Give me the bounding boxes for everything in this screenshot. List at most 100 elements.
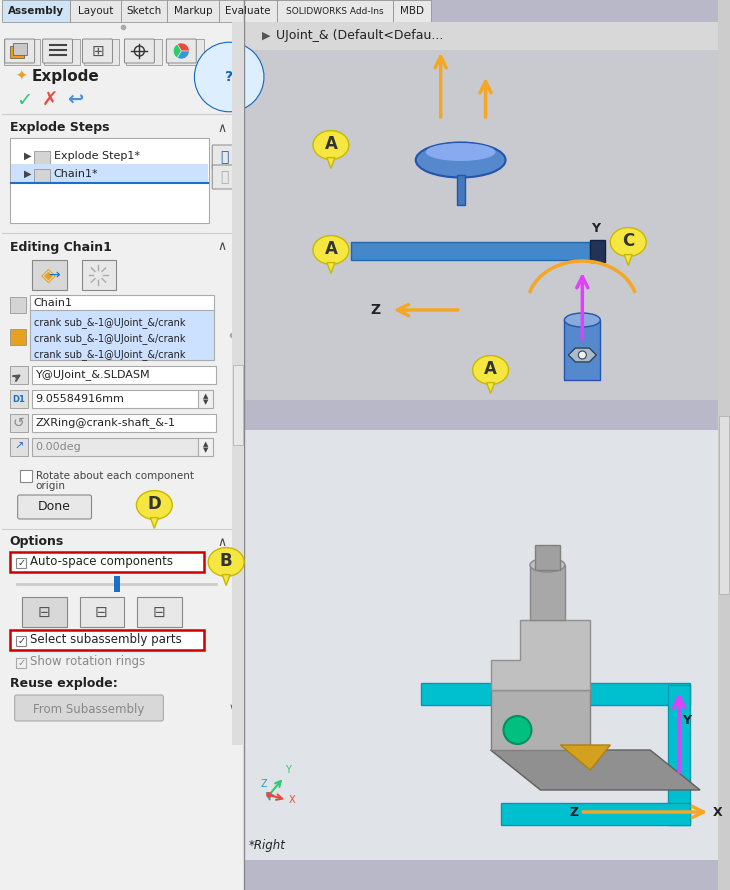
Text: ⏱: ⏱: [220, 170, 228, 184]
FancyBboxPatch shape: [124, 39, 154, 63]
Text: Chain1: Chain1: [34, 298, 73, 308]
Text: ✦: ✦: [15, 70, 27, 84]
Text: C: C: [622, 232, 634, 250]
Polygon shape: [150, 518, 158, 529]
Text: ⊞: ⊞: [91, 44, 104, 59]
Text: Markup: Markup: [174, 6, 212, 16]
Text: Options: Options: [9, 536, 64, 548]
Bar: [564, 320, 600, 380]
Text: Show rotation rings: Show rotation rings: [30, 656, 145, 668]
Text: ▼: ▼: [202, 447, 208, 453]
Ellipse shape: [313, 236, 349, 264]
Bar: [15, 658, 26, 668]
Text: Rotate about each component: Rotate about each component: [36, 471, 193, 481]
Bar: [536, 545, 561, 570]
Text: SOLIDWORKS Add-Ins: SOLIDWORKS Add-Ins: [286, 6, 384, 15]
Bar: [4, 39, 39, 65]
Text: ✓: ✓: [15, 91, 32, 109]
Text: Z: Z: [371, 303, 381, 317]
Text: ✓: ✓: [18, 658, 26, 668]
Text: A: A: [325, 135, 337, 153]
Text: B: B: [220, 552, 232, 570]
Text: MBD: MBD: [400, 6, 423, 16]
Text: Done: Done: [38, 500, 71, 514]
Polygon shape: [327, 158, 335, 168]
Text: ∧: ∧: [218, 536, 227, 548]
Bar: [15, 636, 26, 646]
Bar: [9, 366, 28, 384]
Text: Assembly: Assembly: [7, 6, 64, 16]
Bar: [9, 138, 210, 223]
Text: →: →: [47, 268, 59, 282]
Text: D1: D1: [12, 394, 25, 403]
Bar: [31, 390, 199, 408]
Bar: [83, 39, 120, 65]
Text: ↩: ↩: [66, 91, 83, 109]
Polygon shape: [327, 263, 335, 273]
Text: ⊟: ⊟: [153, 604, 166, 619]
Polygon shape: [487, 383, 494, 393]
FancyBboxPatch shape: [212, 165, 237, 189]
Text: A: A: [484, 360, 497, 378]
FancyBboxPatch shape: [166, 39, 196, 63]
Polygon shape: [491, 620, 591, 690]
Text: Explode: Explode: [31, 69, 99, 85]
Text: From Subassembly: From Subassembly: [33, 702, 145, 716]
Bar: [30, 295, 214, 313]
Bar: [501, 803, 690, 825]
Bar: [167, 0, 219, 22]
Text: ▶: ▶: [262, 31, 271, 41]
Bar: [244, 22, 730, 50]
Bar: [9, 552, 204, 572]
Bar: [82, 260, 117, 290]
Bar: [668, 685, 690, 825]
Text: Chain1*: Chain1*: [53, 169, 99, 179]
Text: crank sub_&-1@UJoint_&/crank: crank sub_&-1@UJoint_&/crank: [34, 350, 185, 360]
Text: Sketch: Sketch: [127, 6, 162, 16]
Bar: [31, 414, 216, 432]
Ellipse shape: [610, 228, 646, 256]
Text: D: D: [147, 495, 161, 513]
Text: ✓: ✓: [18, 636, 26, 646]
Ellipse shape: [313, 131, 349, 159]
Text: ∨: ∨: [228, 703, 237, 713]
Bar: [9, 390, 28, 408]
Bar: [30, 310, 214, 360]
Text: Y@UJoint_&.SLDASM: Y@UJoint_&.SLDASM: [36, 369, 150, 380]
Bar: [1, 0, 69, 22]
Text: ∧: ∧: [218, 122, 227, 134]
Text: ◈: ◈: [41, 265, 56, 285]
Ellipse shape: [530, 558, 565, 572]
Bar: [44, 39, 80, 65]
Text: A: A: [325, 240, 337, 258]
Bar: [80, 597, 124, 627]
Bar: [277, 0, 393, 22]
Text: Auto-space components: Auto-space components: [30, 555, 173, 569]
Bar: [1, 0, 244, 890]
Bar: [15, 558, 26, 568]
Text: 9.05584916mm: 9.05584916mm: [36, 394, 125, 404]
Text: *Right: *Right: [249, 838, 286, 852]
Polygon shape: [222, 575, 230, 586]
Bar: [591, 240, 605, 262]
Bar: [20, 470, 31, 482]
Text: Layout: Layout: [78, 6, 113, 16]
Text: crank sub_&-1@UJoint_&/crank: crank sub_&-1@UJoint_&/crank: [34, 334, 185, 344]
Bar: [718, 0, 730, 890]
Text: ▶: ▶: [23, 151, 31, 161]
Text: ZXRing@crank-shaft_&-1: ZXRing@crank-shaft_&-1: [36, 417, 176, 428]
Circle shape: [266, 792, 272, 798]
Polygon shape: [569, 348, 596, 362]
Bar: [531, 565, 566, 620]
Text: ⏱: ⏱: [220, 150, 228, 164]
Polygon shape: [561, 745, 610, 770]
Text: ⊟: ⊟: [95, 604, 108, 619]
Circle shape: [578, 351, 586, 359]
Bar: [219, 0, 277, 22]
Text: Y: Y: [591, 222, 600, 234]
Ellipse shape: [137, 490, 172, 520]
Text: Editing Chain1: Editing Chain1: [9, 240, 112, 254]
Text: Y: Y: [285, 765, 291, 775]
Bar: [22, 597, 66, 627]
Text: Y: Y: [682, 714, 691, 726]
